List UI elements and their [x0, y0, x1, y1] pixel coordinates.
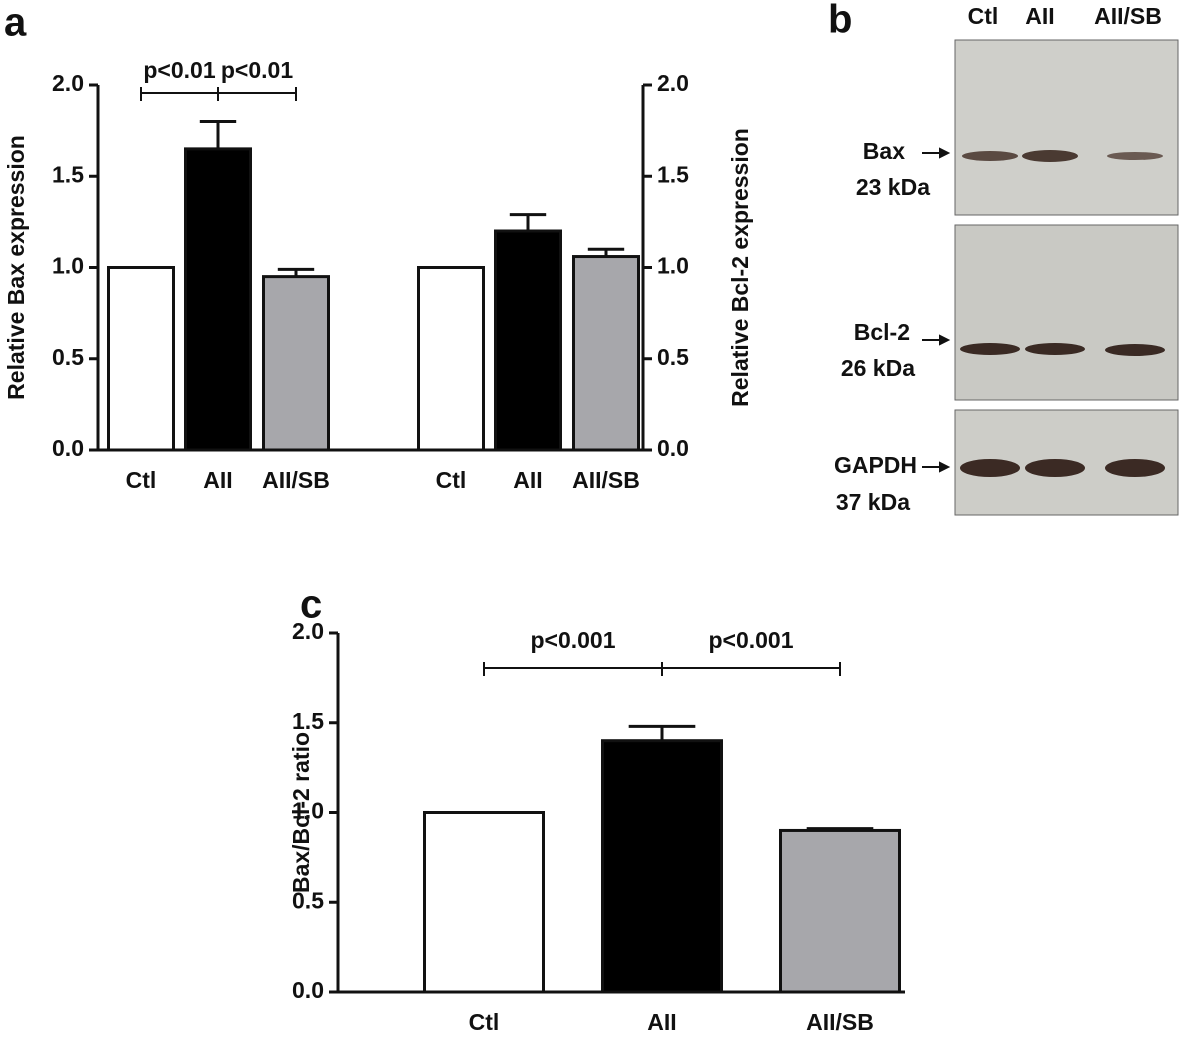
- y-axis-label: Bax/Bcl-2 ratio: [288, 732, 314, 893]
- y-tick-label: 2.0: [52, 70, 84, 96]
- panel-letter: a: [4, 1, 27, 45]
- x-tick-label: AII: [647, 1009, 676, 1035]
- lane-label: AII/SB: [1094, 3, 1162, 29]
- y-tick-label: 1.5: [292, 708, 324, 734]
- bar: [423, 811, 545, 994]
- band: [1025, 343, 1085, 355]
- y-tick-label: 0.5: [657, 344, 689, 370]
- significance-label: p<0.001: [708, 627, 793, 653]
- significance-label: p<0.001: [530, 627, 615, 653]
- x-tick-label: Ctl: [126, 467, 157, 493]
- significance-label: p<0.01: [143, 57, 215, 83]
- bar: [494, 229, 562, 452]
- y-tick-label: 0.0: [292, 977, 324, 1003]
- x-tick-label: Ctl: [436, 467, 467, 493]
- lane-label: Ctl: [968, 3, 999, 29]
- x-tick-label: AII/SB: [262, 467, 330, 493]
- arrows: [922, 147, 951, 473]
- y-tick-label: 0.5: [52, 344, 84, 370]
- y-tick-label: 1.0: [292, 798, 324, 824]
- bar: [779, 828, 901, 994]
- panel-letter: c: [300, 583, 322, 627]
- y-tick-label: 0.5: [292, 887, 324, 913]
- bar: [107, 266, 175, 452]
- bar: [572, 255, 640, 452]
- band-name: GAPDH: [834, 452, 917, 478]
- bar: [601, 739, 723, 994]
- y-axis-label: Relative Bax expression: [3, 135, 29, 400]
- y-tick-label: 0.0: [52, 435, 84, 461]
- band-size: 23 kDa: [856, 174, 930, 200]
- band-name: Bcl-2: [854, 319, 910, 345]
- band: [962, 151, 1018, 161]
- y-axis-label: Relative Bcl-2 expression: [727, 128, 753, 407]
- band: [1022, 150, 1078, 162]
- western-blot: b Ctl AII AII/SB Bax 23 kDa Bcl-2 26 kDa…: [828, 0, 1179, 516]
- band: [960, 459, 1020, 477]
- y-tick-label: 1.5: [657, 161, 689, 187]
- blot-image: [954, 224, 1179, 401]
- x-tick-label: Ctl: [469, 1009, 500, 1035]
- bar: [184, 147, 252, 452]
- blot-image: [954, 39, 1179, 216]
- x-tick-label: AII/SB: [572, 467, 640, 493]
- y-tick-label: 2.0: [292, 618, 324, 644]
- band: [1105, 344, 1165, 356]
- y-tick-label: 1.5: [52, 161, 84, 187]
- bar: [417, 266, 485, 452]
- band-size: 37 kDa: [836, 489, 910, 515]
- y-tick-label: 1.0: [657, 253, 689, 279]
- band: [1107, 152, 1163, 160]
- x-tick-label: AII/SB: [806, 1009, 874, 1035]
- band: [960, 343, 1020, 355]
- significance-label: p<0.01: [221, 57, 293, 83]
- y-tick-label: 1.0: [52, 253, 84, 279]
- panel-letter: b: [828, 0, 852, 42]
- lane-label: AII: [1025, 3, 1054, 29]
- y-tick-label: 0.0: [657, 435, 689, 461]
- band: [1105, 459, 1165, 477]
- band-size: 26 kDa: [841, 355, 915, 381]
- bar: [262, 275, 330, 452]
- y-tick-label: 2.0: [657, 70, 689, 96]
- band-name: Bax: [863, 138, 905, 164]
- band: [1025, 459, 1085, 477]
- x-tick-label: AII: [513, 467, 542, 493]
- x-tick-label: AII: [203, 467, 232, 493]
